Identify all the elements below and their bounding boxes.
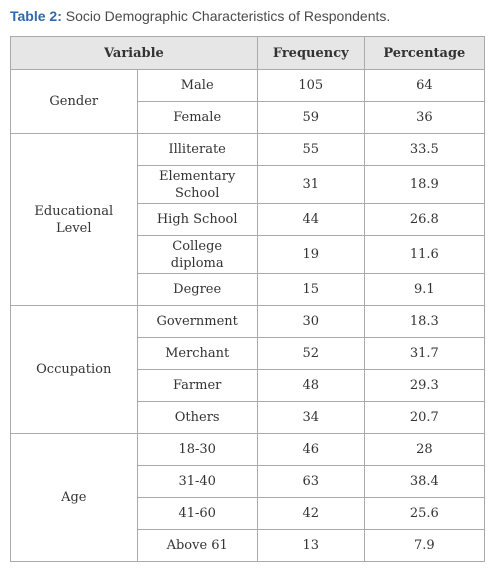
variable-cell: Occupation [10, 305, 138, 434]
demographics-table: Variable Frequency Percentage Gender Male… [10, 36, 486, 562]
variable-label: Occupation [36, 362, 112, 377]
frequency-cell: 55 [256, 133, 365, 166]
table-row: Female 59 36 [11, 101, 486, 134]
percentage-cell: 18.3 [363, 305, 486, 338]
table-row: 41-60 42 25.6 [11, 497, 486, 530]
table-row: Merchant 52 31.7 [11, 337, 486, 370]
percentage-cell: 28 [363, 433, 486, 466]
frequency-cell: 59 [256, 101, 365, 134]
variable-cell: Educational Level [10, 133, 138, 306]
category-cell: Male [136, 69, 258, 102]
frequency-cell: 34 [256, 401, 365, 434]
table-caption-label: Table 2: [10, 8, 62, 24]
table-row: Elementary School 31 18.9 [11, 165, 486, 204]
variable-cell: Gender [10, 69, 138, 134]
frequency-cell: 15 [256, 273, 365, 306]
percentage-cell: 20.7 [363, 401, 486, 434]
table-row: Above 61 13 7.9 [11, 529, 486, 562]
percentage-cell: 9.1 [363, 273, 486, 306]
header-row: Variable Frequency Percentage [10, 36, 486, 70]
category-cell: Elementary School [136, 165, 258, 204]
category-cell: High School [136, 203, 258, 236]
frequency-cell: 48 [256, 369, 365, 402]
table-row: Occupation Government 30 18.3 [10, 305, 486, 434]
variable-label: Gender [49, 94, 99, 109]
table-row: Educational Level Illiterate 55 33.5 [10, 133, 486, 306]
frequency-cell: 42 [256, 497, 365, 530]
variable-label: Educational Level [34, 203, 114, 236]
frequency-cell: 30 [256, 305, 365, 338]
percentage-cell: 64 [363, 69, 486, 102]
frequency-cell: 63 [256, 465, 365, 498]
category-cell: 31-40 [136, 465, 258, 498]
percentage-cell: 33.5 [363, 133, 486, 166]
frequency-cell: 19 [256, 235, 365, 274]
table-row: Farmer 48 29.3 [11, 369, 486, 402]
percentage-cell: 31.7 [363, 337, 486, 370]
header-variable: Variable [10, 36, 258, 70]
category-cell: Above 61 [136, 529, 258, 562]
frequency-cell: 44 [256, 203, 365, 236]
variable-label: Age [61, 490, 87, 505]
table-caption: Table 2: Socio Demographic Characteristi… [10, 8, 390, 24]
table-body: Gender Male 105 64 Female 59 36 Educational Leve… [10, 69, 486, 562]
category-cell: College diploma [136, 235, 258, 274]
variable-cell: Age [10, 433, 138, 562]
frequency-cell: 105 [256, 69, 365, 102]
frequency-cell: 13 [256, 529, 365, 562]
table-row: Age 18-30 46 28 [10, 433, 486, 562]
frequency-cell: 52 [256, 337, 365, 370]
percentage-cell: 38.4 [363, 465, 486, 498]
category-cell: Merchant [136, 337, 258, 370]
frequency-cell: 46 [256, 433, 365, 466]
category-cell: 18-30 [136, 433, 258, 466]
percentage-cell: 36 [363, 101, 486, 134]
category-cell: Female [136, 101, 258, 134]
table-row: Gender Male 105 64 [10, 69, 486, 134]
percentage-cell: 26.8 [363, 203, 486, 236]
table-caption-text: Socio Demographic Characteristics of Res… [61, 8, 391, 24]
header-percentage: Percentage [363, 36, 486, 70]
frequency-cell: 31 [256, 165, 365, 204]
percentage-cell: 18.9 [363, 165, 486, 204]
percentage-cell: 7.9 [363, 529, 486, 562]
category-cell: Farmer [136, 369, 258, 402]
percentage-cell: 29.3 [363, 369, 486, 402]
table-row: 31-40 63 38.4 [11, 465, 486, 498]
percentage-cell: 25.6 [363, 497, 486, 530]
category-cell: 41-60 [136, 497, 258, 530]
category-cell: Degree [136, 273, 258, 306]
table-row: Degree 15 9.1 [11, 273, 486, 306]
category-cell: Others [136, 401, 258, 434]
category-cell: Illiterate [136, 133, 258, 166]
category-cell: Government [136, 305, 258, 338]
header-frequency: Frequency [256, 36, 365, 70]
percentage-cell: 11.6 [363, 235, 486, 274]
